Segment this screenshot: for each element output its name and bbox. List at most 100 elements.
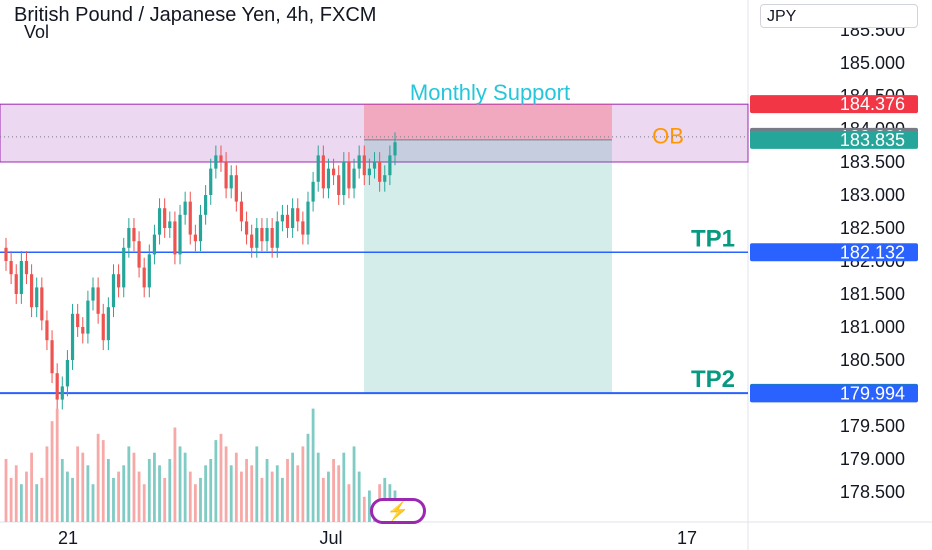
candle-body <box>244 221 249 235</box>
volume-bar <box>81 452 85 522</box>
volume-bar <box>224 446 228 522</box>
candle-body <box>137 241 141 268</box>
volume-bar <box>199 477 202 522</box>
candle-body <box>270 228 274 248</box>
candle-body <box>111 274 116 308</box>
volume-bar <box>117 471 121 522</box>
candle-body <box>183 201 187 215</box>
volume-bar <box>301 446 305 522</box>
candle-body <box>76 313 80 327</box>
candle-body <box>96 287 100 314</box>
candle-body <box>224 162 228 189</box>
x-tick-label: Jul <box>319 528 342 548</box>
monthly-support-label: Monthly Support <box>410 80 570 105</box>
price-badge-label: 182.132 <box>840 242 905 262</box>
volume-bar <box>4 459 8 522</box>
volume-bar <box>362 496 366 522</box>
volume-bar <box>229 465 233 522</box>
volume-bar <box>188 471 192 522</box>
volume-bar <box>86 465 90 522</box>
volume-bar <box>255 446 259 522</box>
volume-bar <box>142 484 146 522</box>
volume-bar <box>147 459 151 522</box>
volume-bar <box>153 452 156 522</box>
volume-bar <box>275 465 279 522</box>
candle-body <box>178 214 182 255</box>
candle-body <box>285 214 290 228</box>
volume-bar <box>55 408 59 522</box>
candle-body <box>357 155 361 169</box>
volume-bar <box>321 477 325 522</box>
volume-bar <box>265 459 269 522</box>
volume-bar <box>112 477 115 522</box>
volume-bar <box>306 433 310 522</box>
candle-body <box>326 168 331 189</box>
volume-bar <box>280 477 284 522</box>
candle-body <box>378 162 382 182</box>
candle-body <box>214 155 218 169</box>
candle-body <box>393 142 397 156</box>
candle-body <box>362 155 366 176</box>
volume-bar <box>173 427 177 522</box>
volume-bar <box>158 465 161 522</box>
chart-title: British Pound / Japanese Yen, 4h, FXCM <box>14 4 377 26</box>
take-profit-zone <box>364 139 612 393</box>
volume-bar <box>250 465 254 522</box>
candle-body <box>4 247 8 261</box>
volume-bar <box>357 471 361 522</box>
candle-body <box>91 287 95 301</box>
candle-body <box>331 168 336 176</box>
volume-bar <box>40 477 44 522</box>
candle-body <box>342 162 346 195</box>
volume-bar <box>76 446 80 522</box>
volume-bar <box>214 440 218 522</box>
price-badge-label: 179.994 <box>840 383 905 403</box>
candle-body <box>347 162 351 189</box>
volume-bar <box>352 446 356 522</box>
level-label-tp1: TP1 <box>691 225 735 252</box>
y-tick-label: 178.500 <box>840 482 905 502</box>
candle-body <box>352 168 356 189</box>
monthly-support-zone <box>0 103 749 163</box>
price-badge <box>750 243 918 262</box>
candle-body <box>306 201 310 235</box>
volume-bar <box>127 446 131 522</box>
volume-bar <box>245 459 248 522</box>
candle-body <box>9 261 13 275</box>
candle-body <box>24 261 29 275</box>
candle-body <box>122 247 126 288</box>
volume-bar <box>137 471 141 522</box>
volume-bar <box>96 433 100 522</box>
volume-bar <box>163 477 167 522</box>
candle-body <box>81 327 85 334</box>
candle-body <box>188 201 192 235</box>
candle-body <box>383 175 387 182</box>
candle-body <box>316 155 320 182</box>
candle-body <box>193 234 197 242</box>
price-badge <box>750 130 918 149</box>
y-tick-label: 183.500 <box>840 152 905 172</box>
volume-bar <box>91 484 95 522</box>
volume-bar <box>368 490 371 522</box>
y-tick-label: 179.000 <box>840 449 905 469</box>
volume-bar <box>296 465 300 522</box>
candle-body <box>255 228 259 248</box>
candle-body <box>311 181 315 202</box>
candle-body <box>65 360 70 387</box>
candle-body <box>35 287 39 308</box>
volume-bar <box>332 459 335 522</box>
candle-body <box>265 228 269 242</box>
volume-bar <box>270 471 274 522</box>
lightning-icon[interactable]: ⚡ <box>370 498 426 524</box>
candle-body <box>168 221 172 228</box>
volume-bar <box>71 477 74 522</box>
candle-body <box>60 386 64 400</box>
volume-bar <box>342 452 346 522</box>
candle-body <box>117 274 121 288</box>
candle-body <box>296 208 300 222</box>
candle-body <box>275 221 279 248</box>
candle-body <box>55 373 59 400</box>
currency-selector[interactable]: JPY <box>760 4 918 28</box>
candle-body <box>132 228 136 242</box>
